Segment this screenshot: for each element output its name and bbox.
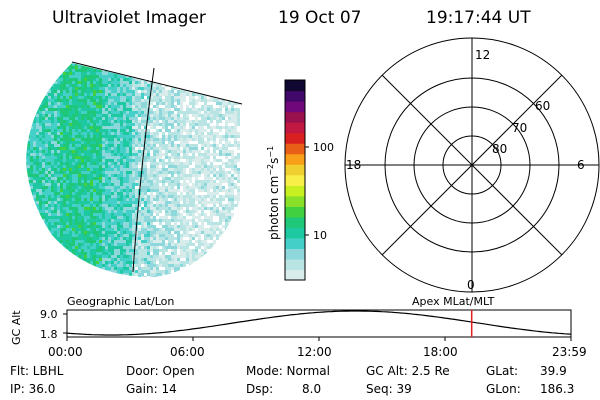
x-tick-1200: 12:00 bbox=[297, 345, 332, 359]
y-tick-high: 9.0 bbox=[40, 308, 58, 321]
x-tick-0000: 00:00 bbox=[48, 345, 83, 359]
color-bar-swatch bbox=[285, 216, 305, 228]
mlt-label-6: 6 bbox=[577, 158, 585, 172]
info-gain: Gain: 14 bbox=[126, 382, 177, 396]
geographic-grid-line bbox=[71, 61, 243, 105]
info-seq: Seq: 39 bbox=[366, 382, 412, 396]
color-bar-swatch bbox=[285, 195, 305, 207]
info-glon-label: GLon: bbox=[486, 382, 521, 396]
color-bar-swatch bbox=[285, 143, 305, 155]
color-bar-swatch bbox=[285, 122, 305, 134]
color-bar-swatch bbox=[285, 206, 305, 218]
color-bar-swatch bbox=[285, 237, 305, 250]
mlat-label-60: 60 bbox=[535, 99, 550, 113]
color-bar-swatch bbox=[285, 164, 305, 176]
timeline-left-title: Geographic Lat/Lon bbox=[67, 295, 174, 308]
polar-grid bbox=[344, 37, 600, 293]
x-tick-1800: 18:00 bbox=[423, 345, 458, 359]
mlat-label-70: 70 bbox=[512, 121, 527, 135]
info-dsp-label: Dsp: bbox=[246, 382, 274, 396]
color-bar-swatch bbox=[285, 101, 305, 113]
altitude-curve bbox=[66, 310, 572, 336]
color-bar-frame bbox=[284, 79, 306, 281]
color-bar-label-10: 10 bbox=[313, 229, 327, 242]
geographic-meridian-line bbox=[132, 67, 155, 273]
color-bar-swatch bbox=[285, 132, 305, 144]
mlt-label-18: 18 bbox=[346, 158, 361, 172]
info-mode: Mode: Normal bbox=[246, 364, 330, 378]
color-bar-swatch bbox=[285, 174, 305, 186]
info-glon-value: 186.3 bbox=[540, 382, 575, 396]
uv-image bbox=[26, 61, 243, 278]
instrument-title: Ultraviolet Imager bbox=[52, 8, 206, 28]
info-glat-value: 39.9 bbox=[540, 364, 567, 378]
color-bar-unit: photon cm−2s−1 bbox=[266, 146, 281, 240]
info-gc-alt: GC Alt: 2.5 Re bbox=[366, 364, 450, 378]
color-bar-swatch bbox=[285, 80, 305, 92]
info-glat-label: GLat: bbox=[486, 364, 519, 378]
info-flt: Flt: LBHL bbox=[10, 364, 64, 378]
color-bar-swatch bbox=[285, 153, 305, 165]
info-door: Door: Open bbox=[126, 364, 195, 378]
color-bar-swatch bbox=[285, 258, 305, 271]
x-tick-0600: 06:00 bbox=[170, 345, 205, 359]
x-tick-2359: 23:59 bbox=[552, 345, 587, 359]
timeline-frame bbox=[66, 309, 572, 338]
color-bar-swatch bbox=[285, 269, 305, 281]
color-bar-swatch bbox=[285, 111, 305, 123]
info-dsp-value: 8.0 bbox=[302, 382, 322, 396]
timeline-right-title: Apex MLat/MLT bbox=[412, 295, 495, 308]
mlat-label-80: 80 bbox=[492, 142, 507, 156]
color-bar bbox=[285, 80, 305, 281]
color-bar-swatch bbox=[285, 185, 305, 197]
color-bar-swatch bbox=[285, 248, 305, 260]
y-tick-low: 1.8 bbox=[40, 328, 58, 341]
color-bar-swatch bbox=[285, 90, 305, 102]
timeline-axis-label: GC Alt bbox=[10, 310, 23, 345]
mlt-label-0: 0 bbox=[467, 278, 475, 292]
date-label: 19 Oct 07 bbox=[278, 8, 362, 28]
time-label: 19:17:44 UT bbox=[426, 8, 531, 28]
info-ip: IP: 36.0 bbox=[10, 382, 56, 396]
color-bar-swatch bbox=[285, 227, 305, 239]
color-bar-label-100: 100 bbox=[313, 141, 334, 154]
mlt-label-12: 12 bbox=[475, 48, 490, 62]
